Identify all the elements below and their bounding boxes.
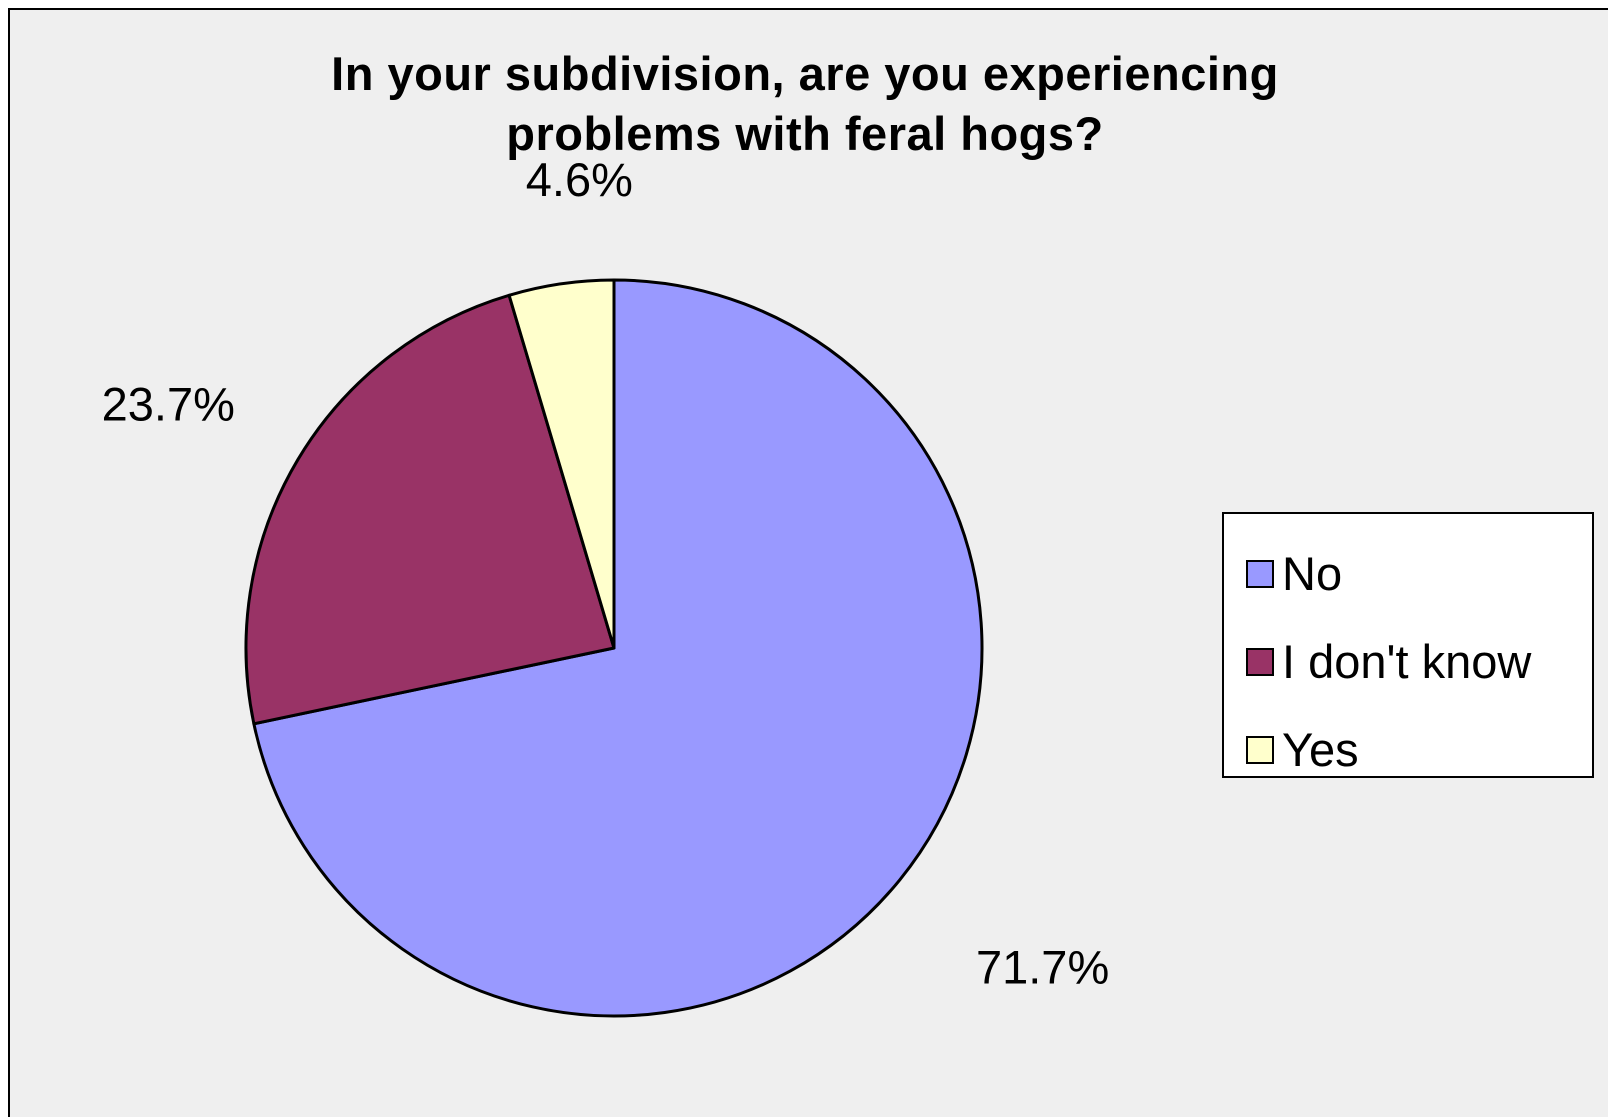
chart-title: In your subdivision, are you experiencin… (0, 44, 1610, 164)
legend-item-yes: Yes (1246, 720, 1359, 780)
legend-label-dont-know: I don't know (1282, 635, 1532, 688)
pie-slice-yes (507, 278, 616, 650)
chart-title-line-2: problems with feral hogs? (506, 107, 1104, 160)
pie-slice-dont-know (244, 293, 616, 726)
chart-title-line-1: In your subdivision, are you experiencin… (331, 47, 1279, 100)
data-label-yes: 4.6% (526, 153, 633, 206)
legend-label-yes: Yes (1282, 723, 1359, 776)
legend-item-no: No (1246, 544, 1342, 604)
legend-swatch-no (1246, 560, 1274, 588)
legend-item-dont-know: I don't know (1246, 632, 1531, 692)
legend: No I don't know Yes (1222, 512, 1594, 778)
data-label-dont-know: 23.7% (102, 378, 235, 431)
legend-swatch-dont-know (1246, 648, 1274, 676)
legend-label-no: No (1282, 547, 1343, 600)
legend-swatch-yes (1246, 736, 1274, 764)
data-label-no: 71.7% (976, 940, 1109, 993)
pie-slice-no (252, 278, 984, 1018)
